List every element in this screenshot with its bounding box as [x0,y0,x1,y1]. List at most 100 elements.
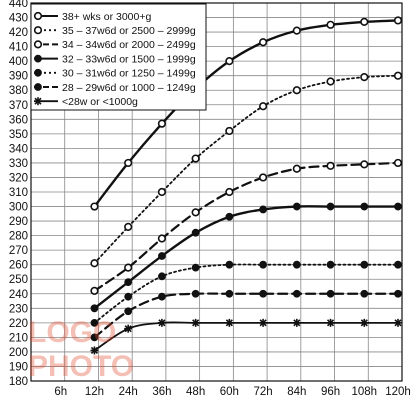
y-tick-label-280: 280 [9,231,28,243]
series-3-point-12h [90,286,99,295]
x-tick-label-36h: 36h [152,386,171,398]
y-tick-label-360: 360 [9,114,28,126]
legend-label-1: 38+ wks or 3000+g [62,11,151,23]
series-6-point-36h [158,292,166,301]
series-2-point-72h [258,102,268,111]
y-tick-label-330: 330 [9,158,28,170]
axis-layer: 180 190 200 210 220 230 240 250 260 270 280 290 300 3… [9,0,411,398]
x-tick-label-84h: 84h [287,386,306,398]
y-tick-label-440: 440 [9,0,28,10]
series-1-point-84h [292,26,301,35]
series-5-point-12h [90,318,99,327]
series-1-point-120h [393,16,403,25]
series-7-point-72h [259,318,268,327]
x-tick-label-96h: 96h [321,386,340,398]
series-5-point-108h [360,260,369,269]
series-6-point-84h [292,289,301,298]
series-6-point-24h [124,307,133,316]
series-2-point-60h [225,126,234,136]
series-3-point-84h [292,164,301,173]
series-5-point-96h [326,260,335,269]
watermark: LOGO PHOTO [28,316,134,383]
legend-marker-1 [33,11,43,21]
series-2-point-120h [393,71,403,80]
y-tick-label-320: 320 [9,172,28,184]
series-1-point-60h [225,57,234,66]
y-tick-label-340: 340 [9,143,28,155]
series-4-point-12h [90,304,99,313]
y-tick-label-230: 230 [9,303,28,315]
series-4-point-84h [292,202,301,211]
legend: 38+ wks or 3000+g 35 – 37w6d or 2500 – 29… [30,3,207,111]
legend-marker-6 [34,83,42,91]
series-5-point-24h [124,292,133,301]
series-7-point-120h [394,318,402,327]
y-tick-label-430: 430 [9,13,28,25]
series-1-point-72h [258,38,268,47]
x-tick-label-6h: 6h [54,386,67,398]
series-4-point-120h [394,202,402,211]
series-5-point-120h [394,260,402,269]
series-3-point-120h [393,158,403,168]
series-4-point-60h [225,212,234,221]
y-tick-label-420: 420 [9,27,28,39]
series-5-point-84h [292,260,301,269]
series-line-3 [93,161,400,292]
series-7-point-108h [360,318,369,327]
series-7-point-84h [292,318,301,327]
series-6-point-12h [90,333,99,342]
series-3-point-72h [258,173,268,182]
series-1-point-96h [326,20,335,29]
series-5-point-36h [158,272,166,281]
x-tick-label-60h: 60h [220,386,239,398]
series-6-point-96h [326,289,335,298]
y-tick-label-220: 220 [9,318,28,330]
series-6-point-72h [259,289,267,298]
legend-marker-3 [33,40,43,49]
series-7-point-48h [191,318,200,327]
series-5-point-60h [225,260,234,269]
y-tick-label-190: 190 [9,361,28,373]
series-3-point-24h [124,263,133,272]
series-2-point-48h [191,154,200,163]
series-layer [90,16,403,355]
series-line-6 [93,292,400,339]
series-7-point-36h [157,318,166,327]
legend-label-5: 30 – 31w6d or 1250 – 1499g [62,68,196,80]
series-7-point-96h [326,318,335,327]
series-1-point-24h [124,158,133,168]
series-6-point-108h [360,289,369,298]
series-line-2 [93,74,399,265]
x-tick-label-48h: 48h [186,386,205,398]
series-7-point-24h [124,324,133,333]
series-2-point-36h [157,187,167,197]
series-line-5 [93,263,399,324]
legend-label-7: <28w or <1000g [62,96,138,108]
legend-label-4: 32 – 33w6d or 1500 – 1999g [62,53,196,65]
x-tick-label-24h: 24h [119,386,138,398]
y-tick-label-290: 290 [9,216,28,228]
plot-frame [30,2,403,382]
series-4-point-36h [158,252,166,260]
x-tick-label-72h: 72h [253,386,272,398]
series-1-point-12h [90,202,99,211]
series-4-point-96h [326,202,335,211]
y-tick-label-210: 210 [9,332,28,344]
y-tick-label-310: 310 [9,187,28,199]
x-tick-label-108h: 108h [351,386,377,398]
legend-label-6: 28 – 29w6d or 1000 – 1249g [62,82,196,94]
series-3-point-96h [326,161,335,170]
series-line-7 [93,321,399,352]
y-tick-label-250: 250 [9,274,28,286]
legend-label-2: 35 – 37w6d or 2500 – 2999g [62,25,196,37]
series-3-point-36h [157,234,167,243]
y-tick-label-260: 260 [9,260,28,272]
series-4-point-48h [191,228,200,237]
y-tick-label-410: 410 [9,42,28,54]
series-line-4 [93,205,400,310]
series-2-point-12h [90,259,99,268]
series-6-point-48h [191,289,200,298]
series-4-point-108h [360,202,369,211]
series-4-point-24h [124,278,133,287]
